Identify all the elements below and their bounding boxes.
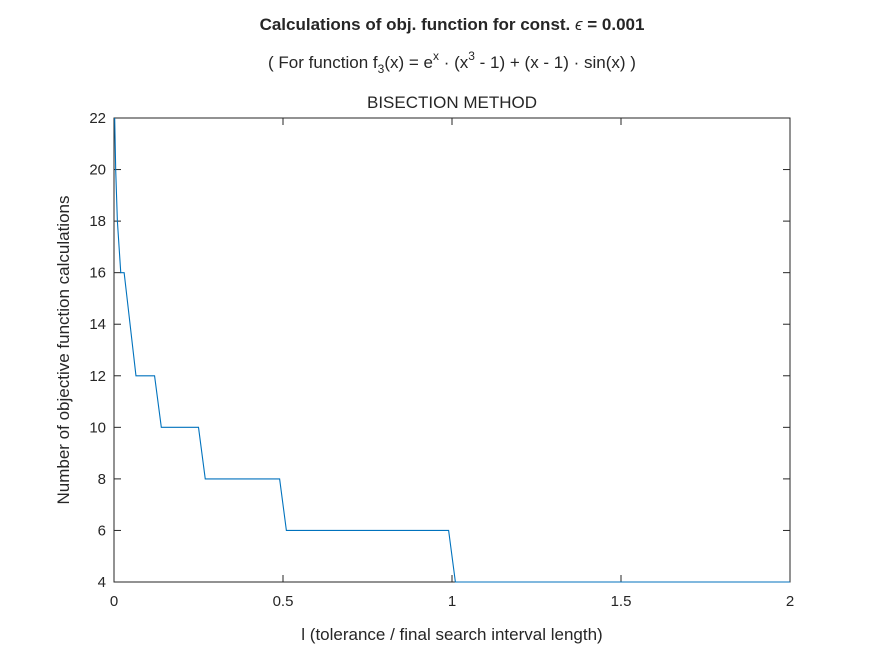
- y-tick-label: 10: [89, 419, 106, 436]
- y-tick-label: 18: [89, 213, 106, 230]
- chart-title-suffix: = 0.001: [583, 15, 645, 34]
- y-axis-label: Number of objective function calculation…: [54, 196, 73, 505]
- formula-superscript-3: 3: [468, 49, 475, 63]
- y-tick-label: 8: [98, 471, 106, 488]
- y-tick-label: 12: [89, 368, 106, 385]
- y-tick-labels: 4 6 8 10 12 14 16 18 20 22: [89, 110, 106, 591]
- chart-title-prefix: Calculations of obj. function for const.: [260, 15, 575, 34]
- y-tick-label: 4: [98, 574, 106, 591]
- y-tick-label: 6: [98, 522, 106, 539]
- formula-part-4: - 1) + (x - 1) · sin(x) ): [475, 53, 636, 72]
- formula-part-1: ( For function f: [268, 53, 378, 72]
- x-tick-label: 2: [786, 593, 794, 610]
- plot-area: [113, 117, 791, 583]
- formula-part-3: · (x: [439, 53, 469, 72]
- chart-subtitle-formula: ( For function f3(x) = ex · (x3 - 1) + (…: [268, 49, 636, 76]
- formula-part-2: (x) = e: [384, 53, 433, 72]
- x-tick-label: 1.5: [611, 593, 632, 610]
- epsilon-symbol: ϵ: [575, 15, 583, 34]
- formula-subscript-3: 3: [378, 62, 385, 76]
- chart-subtitle-method: BISECTION METHOD: [367, 93, 537, 112]
- x-tick-label: 1: [448, 593, 456, 610]
- formula-superscript-x: x: [433, 49, 439, 63]
- y-tick-label: 16: [89, 265, 106, 282]
- x-axis-label: l (tolerance / final search interval len…: [301, 625, 602, 644]
- y-tick-label: 14: [89, 316, 106, 333]
- series-line: [114, 117, 790, 583]
- x-tick-label: 0.5: [273, 593, 294, 610]
- y-tick-label: 20: [89, 162, 106, 179]
- y-tick-label: 22: [89, 110, 106, 127]
- chart-title: Calculations of obj. function for const.…: [260, 15, 645, 34]
- x-tick-label: 0: [110, 593, 118, 610]
- x-tick-labels: 0 0.5 1 1.5 2: [110, 593, 794, 610]
